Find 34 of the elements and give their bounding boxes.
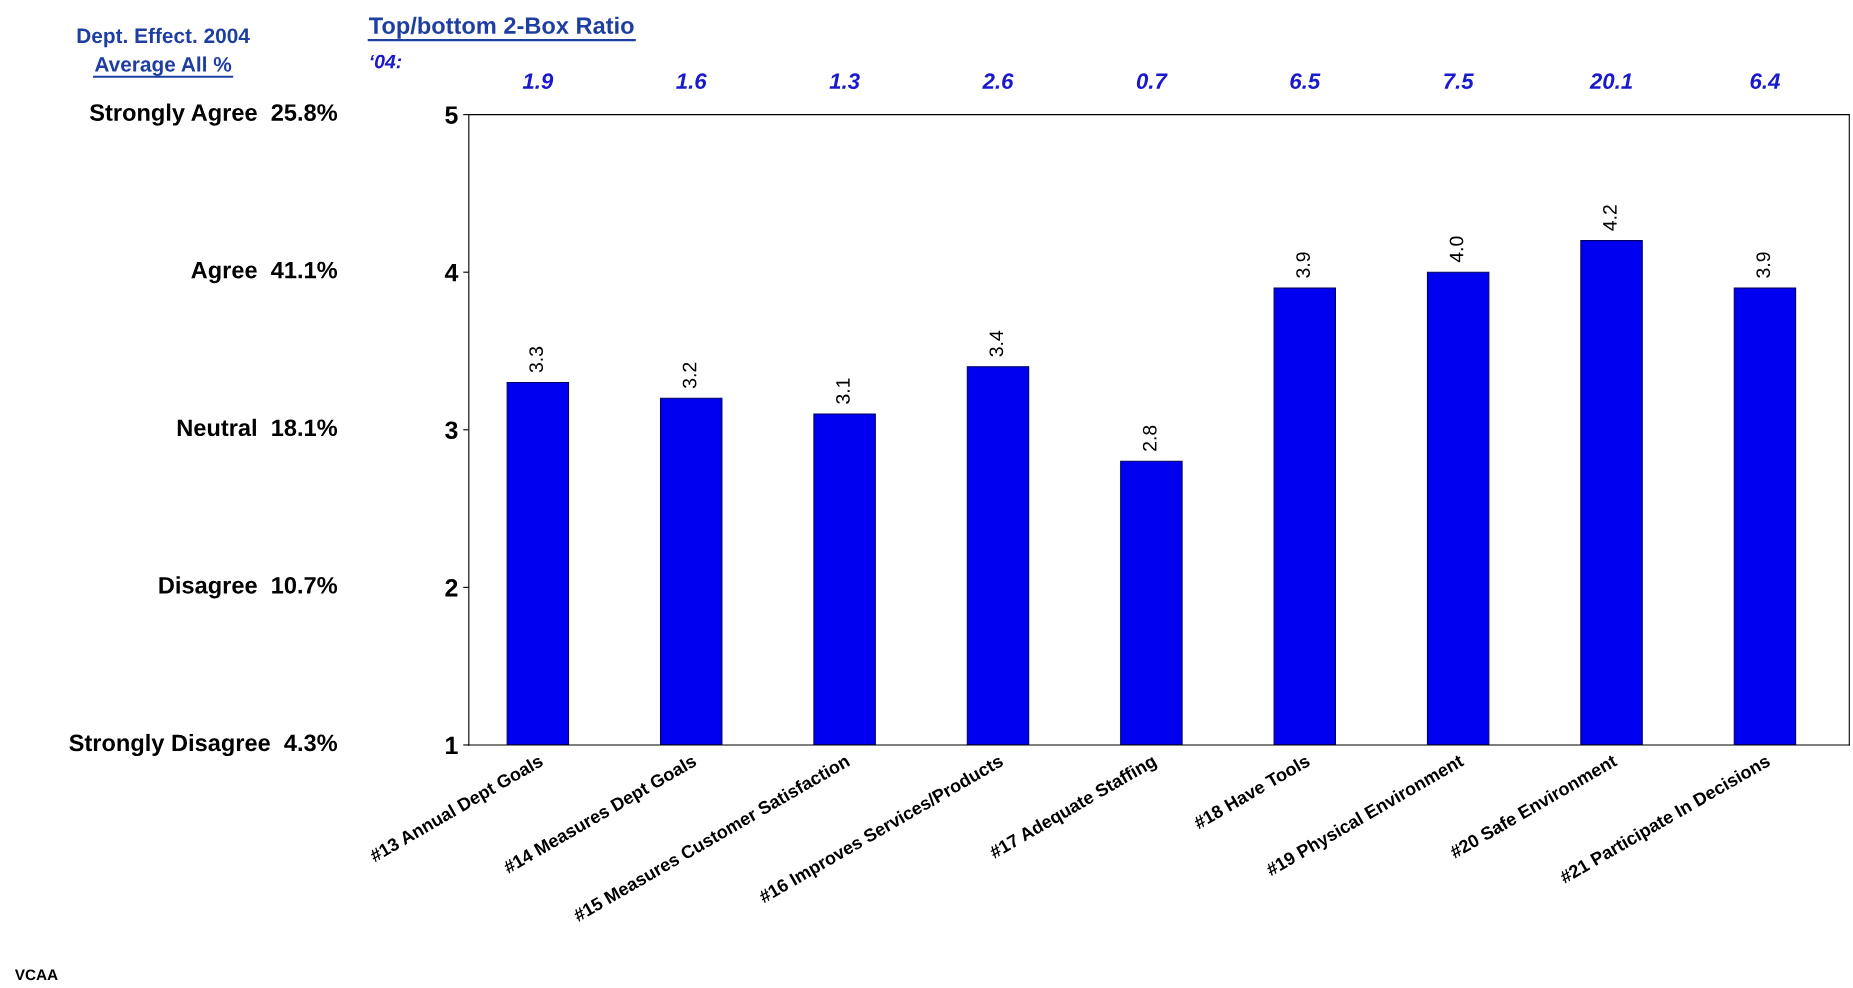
y-tick-label: 1 (446, 736, 458, 755)
data-label: 3.3 (529, 346, 544, 373)
text: 1.3 (829, 73, 860, 90)
data-label: 4.0 (1449, 236, 1464, 263)
text: Strongly Disagree 4.3% (69, 733, 338, 757)
text: 6.5 (1290, 73, 1321, 90)
data-label: 3.4 (989, 330, 1004, 357)
data-label: 4.2 (1602, 205, 1617, 231)
data-label: 3.9 (1296, 252, 1310, 278)
text: 7.5 (1444, 73, 1474, 90)
text: 20.1 (1589, 73, 1632, 90)
y-tick-label: 2 (445, 578, 458, 597)
y-tick-label: 4 (444, 264, 459, 282)
data-label: 3.1 (836, 378, 850, 404)
text: 2.6 (982, 73, 1014, 90)
data-label: 2.8 (1142, 425, 1157, 451)
text: 0.7 (1136, 73, 1168, 90)
y-tick-label: 5 (445, 106, 458, 124)
text: Average All % (94, 56, 232, 76)
data-label: 3.9 (1756, 252, 1771, 278)
text: Neutral 18.1% (177, 418, 338, 437)
text: VCAA (14, 969, 58, 981)
text: 6.4 (1750, 73, 1780, 90)
x-tick-label: #18 Have Tools (1192, 753, 1311, 830)
text: Dept. Effect. 2004 (77, 27, 250, 48)
text: Agree 41.1% (191, 261, 338, 284)
text: Top/bottom 2-Box Ratio (369, 16, 634, 39)
y-tick-label: 3 (445, 421, 458, 440)
text: 1.9 (522, 73, 554, 90)
data-label: 3.2 (682, 362, 697, 389)
text: Strongly Agree 25.8% (89, 103, 338, 126)
text: 1.6 (676, 73, 707, 90)
text: ‘04: (370, 54, 402, 69)
text: Disagree 10.7% (159, 576, 338, 599)
